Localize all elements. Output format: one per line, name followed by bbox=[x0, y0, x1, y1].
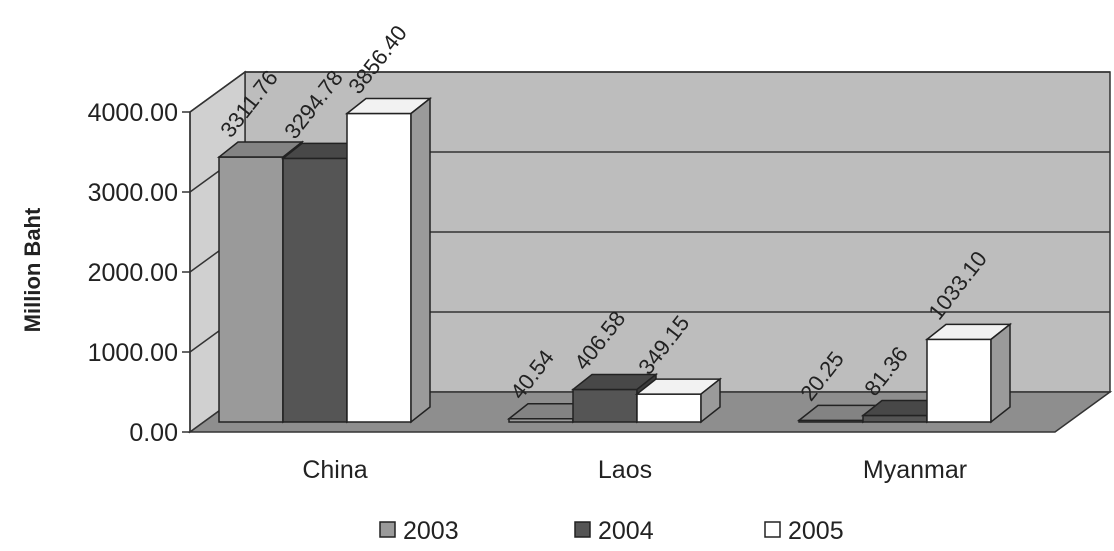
category-label: China bbox=[302, 456, 367, 484]
legend-label: 2005 bbox=[788, 517, 844, 545]
legend-label: 2004 bbox=[598, 517, 654, 545]
legend-swatch bbox=[764, 521, 781, 538]
legend-label: 2003 bbox=[403, 517, 459, 545]
category-label: Laos bbox=[598, 456, 652, 484]
bar-front bbox=[346, 112, 412, 423]
bar-front bbox=[218, 156, 284, 423]
y-tick-label: 2000.00 bbox=[88, 259, 178, 287]
y-tick-label: 0.00 bbox=[129, 419, 178, 447]
legend-swatch bbox=[379, 521, 396, 538]
y-axis: 0.00 1000.00 2000.00 3000.00 4000.00 bbox=[88, 99, 191, 447]
gridline bbox=[189, 71, 1110, 113]
bar-front bbox=[282, 157, 348, 423]
bar bbox=[634, 377, 723, 424]
bar-front bbox=[572, 388, 638, 423]
bar bbox=[344, 96, 433, 424]
legend: 2003 2004 2005 bbox=[379, 517, 844, 545]
bar bbox=[924, 322, 1013, 424]
y-tick-label: 3000.00 bbox=[88, 179, 178, 207]
bar-front bbox=[862, 414, 928, 423]
y-tick-label: 4000.00 bbox=[88, 99, 178, 127]
y-tick-label: 1000.00 bbox=[88, 339, 178, 367]
bar-front bbox=[636, 393, 702, 423]
bar-side bbox=[990, 322, 1011, 424]
bar-front bbox=[926, 338, 992, 423]
bars bbox=[216, 96, 1013, 424]
category-labels: China Laos Myanmar bbox=[302, 456, 967, 484]
legend-swatch bbox=[574, 521, 591, 538]
y-axis-title: Million Baht bbox=[20, 207, 45, 332]
bar-side bbox=[410, 96, 431, 424]
bar-side bbox=[700, 377, 721, 424]
category-label: Myanmar bbox=[863, 456, 967, 484]
